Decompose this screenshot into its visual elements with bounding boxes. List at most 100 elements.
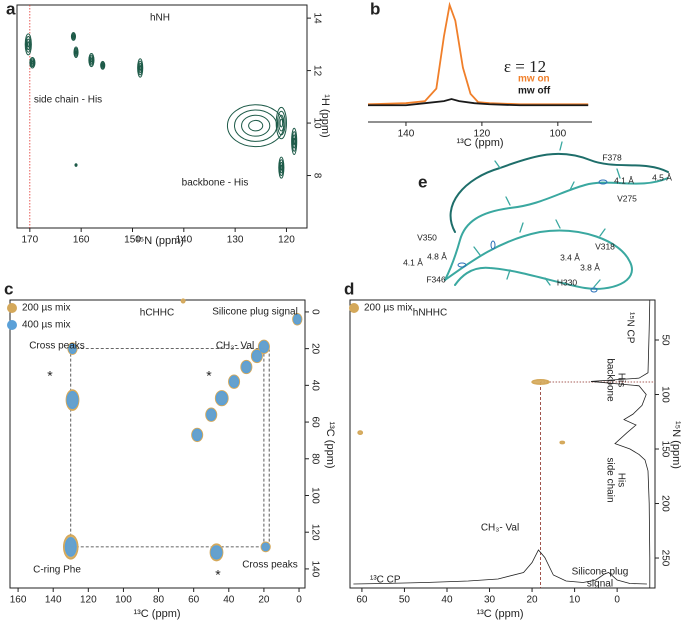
contour (293, 137, 296, 146)
contour (210, 545, 223, 560)
annotation: backbone - His (182, 178, 249, 189)
contour (30, 59, 35, 66)
contour (258, 340, 270, 354)
contour (215, 391, 228, 406)
y-tick-label: 140 (309, 561, 320, 578)
y-tick-label: 200 (659, 495, 670, 512)
panel-label: a (6, 0, 16, 18)
x-axis-title: ¹³C (ppm) (133, 608, 180, 620)
contour (279, 161, 284, 174)
residue-label: F346 (426, 274, 446, 284)
y-axis-title: ¹³C (ppm) (324, 421, 336, 468)
contour (357, 430, 364, 436)
contour (180, 298, 186, 304)
residue-label: 4.1 Å (403, 257, 423, 267)
annotation: * (215, 567, 221, 583)
contour (26, 38, 31, 51)
x-tick-label: 140 (175, 235, 192, 246)
y-tick-label: 100 (659, 386, 670, 403)
line (368, 98, 589, 107)
y-tick-label: 8 (311, 173, 322, 179)
residue-label: 3.8 Å (580, 262, 600, 272)
residue-label: 4.1 Å (614, 175, 634, 185)
annotation: side chain - His (34, 95, 102, 106)
trace-label: ¹³C CP (370, 575, 401, 586)
legend-label: 200 µs mix (364, 303, 413, 314)
residue-label: H330 (557, 277, 578, 287)
y-tick-label: 150 (659, 441, 670, 458)
chart-title: hNH (150, 13, 170, 24)
plot-frame (9, 299, 306, 589)
x-tick-label: 120 (278, 235, 295, 246)
annotation: Cross peaks (242, 560, 298, 571)
contour (75, 50, 78, 55)
contour (261, 542, 270, 552)
x-tick-label: 50 (399, 595, 411, 606)
side-chain (473, 141, 621, 288)
y-tick-label: 10 (311, 117, 322, 129)
legend-label: 200 µs mix (22, 303, 71, 314)
annotation: side chain (604, 457, 615, 502)
contour (137, 60, 143, 76)
contour (251, 349, 263, 363)
chart-title: hNHHC (413, 308, 447, 319)
y-tick-label: 120 (309, 524, 320, 541)
contour (293, 313, 302, 325)
contour (29, 58, 35, 68)
panel-label: c (4, 279, 13, 298)
contour (101, 62, 105, 68)
contour (279, 118, 284, 128)
annotation: His (615, 373, 626, 387)
plot-frame (349, 299, 656, 589)
panel-label: b (370, 0, 380, 18)
contour (291, 131, 297, 152)
contour (278, 156, 285, 179)
x-axis-title: ¹³C (ppm) (456, 137, 503, 149)
x-tick-label: 60 (356, 595, 368, 606)
annotation: * (206, 368, 212, 384)
annotation: ε = 12 (504, 57, 546, 76)
contour (74, 49, 78, 56)
y-tick-label: 12 (311, 65, 322, 77)
contour (31, 60, 34, 65)
contour (531, 379, 550, 385)
contour (292, 134, 296, 149)
ring (590, 287, 598, 293)
legend-label: mw off (518, 86, 551, 97)
x-axis-title: ¹⁵N (ppm) (136, 235, 184, 247)
contour (75, 164, 77, 166)
y-tick-label: 250 (659, 550, 670, 567)
annotation: CH₃- Val (216, 341, 254, 352)
legend-marker (7, 320, 17, 330)
annotation: C-ring Phe (33, 565, 81, 576)
y-tick-label: 20 (309, 343, 320, 355)
x-tick-label: 80 (153, 595, 165, 606)
y-tick-label: 100 (309, 487, 320, 504)
contour (276, 110, 286, 136)
contour (138, 62, 142, 74)
contour (280, 164, 283, 171)
annotation: Silicone plug (572, 567, 629, 578)
contour (73, 46, 79, 58)
ring (490, 240, 496, 250)
contour (278, 159, 284, 177)
contour (71, 33, 76, 40)
contour (72, 34, 75, 38)
x-tick-label: 40 (223, 595, 235, 606)
contour (192, 428, 203, 442)
annotation: * (47, 368, 53, 384)
x-tick-label: 160 (10, 595, 27, 606)
contour (24, 33, 32, 56)
contour (559, 440, 566, 445)
trace-label: ¹⁵N CP (624, 312, 635, 344)
contour (89, 54, 94, 66)
annotation: signal (587, 579, 613, 590)
annotation: CH₃- Val (481, 523, 519, 534)
residue-label: 4.5 Å (652, 172, 672, 182)
contour (101, 63, 104, 67)
contour (278, 114, 285, 132)
x-axis-title: ¹³C (ppm) (476, 608, 523, 620)
annotation: Cross peaks (29, 341, 85, 352)
chart-title: hCHHC (140, 308, 174, 319)
